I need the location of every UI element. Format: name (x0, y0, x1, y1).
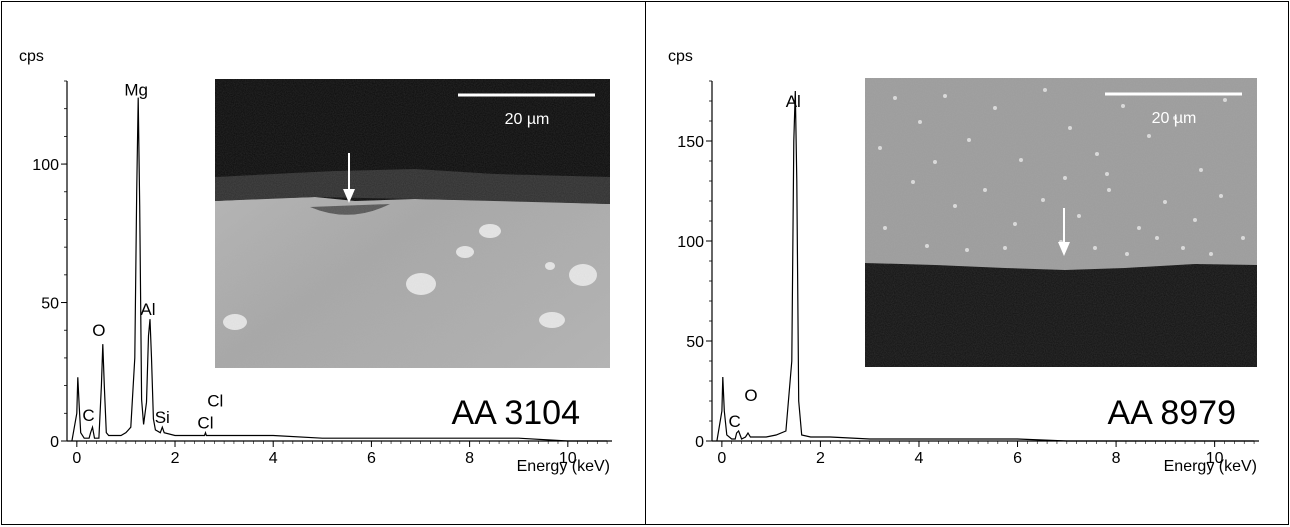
peak-label: O (744, 386, 757, 405)
sem-inset: 20 µm (215, 79, 610, 368)
x-tick-label: 0 (717, 450, 726, 467)
peak-label: C (82, 406, 94, 425)
x-tick-label: 0 (72, 450, 81, 467)
inset-arrow-head (1058, 242, 1070, 256)
x-tick-label: 2 (816, 450, 825, 467)
x-axis-label: Energy (keV) (1164, 458, 1257, 475)
peak-label: Al (786, 92, 801, 111)
x-axis-label: Energy (keV) (517, 458, 610, 475)
panel-aa8979 (645, 1, 1289, 525)
x-tick-label: 8 (465, 450, 474, 467)
x-tick-label: 10 (559, 450, 577, 467)
y-tick-label: 100 (677, 234, 704, 251)
y-tick-label: 0 (50, 434, 59, 451)
spectrum-line (716, 90, 1255, 442)
y-tick-label: 50 (686, 334, 704, 351)
peak-label: Cl (207, 392, 223, 411)
peak-label: O (92, 321, 105, 340)
inset-grain (865, 78, 1257, 367)
spectrum-line (71, 97, 608, 442)
scale-bar-label: 20 µm (505, 111, 550, 128)
y-tick-label: 0 (695, 434, 704, 451)
scale-bar-label: 20 µm (1152, 110, 1197, 127)
y-axis-label: cps (19, 48, 44, 65)
x-tick-label: 6 (1013, 450, 1022, 467)
x-tick-label: 4 (269, 450, 278, 467)
x-tick-label: 4 (915, 450, 924, 467)
inset-arrow-head (343, 189, 355, 203)
x-tick-label: 8 (1112, 450, 1121, 467)
sem-inset: 20 µm (865, 78, 1257, 367)
y-tick-label: 100 (32, 157, 59, 174)
inset-grain (215, 79, 610, 368)
x-tick-label: 6 (367, 450, 376, 467)
y-tick-label: 50 (41, 296, 59, 313)
peak-label: Al (140, 300, 155, 319)
peak-label: C (728, 412, 740, 431)
y-axis-label: cps (668, 48, 693, 65)
x-tick-label: 10 (1206, 450, 1224, 467)
panel-aa3104 (1, 1, 646, 525)
sample-label: AA 3104 (451, 394, 580, 432)
y-tick-label: 150 (677, 134, 704, 151)
peak-label: Cl (197, 414, 213, 433)
sample-label: AA 8979 (1107, 394, 1236, 432)
peak-label: Si (155, 408, 170, 427)
x-tick-label: 2 (171, 450, 180, 467)
peak-label: Mg (124, 81, 148, 100)
